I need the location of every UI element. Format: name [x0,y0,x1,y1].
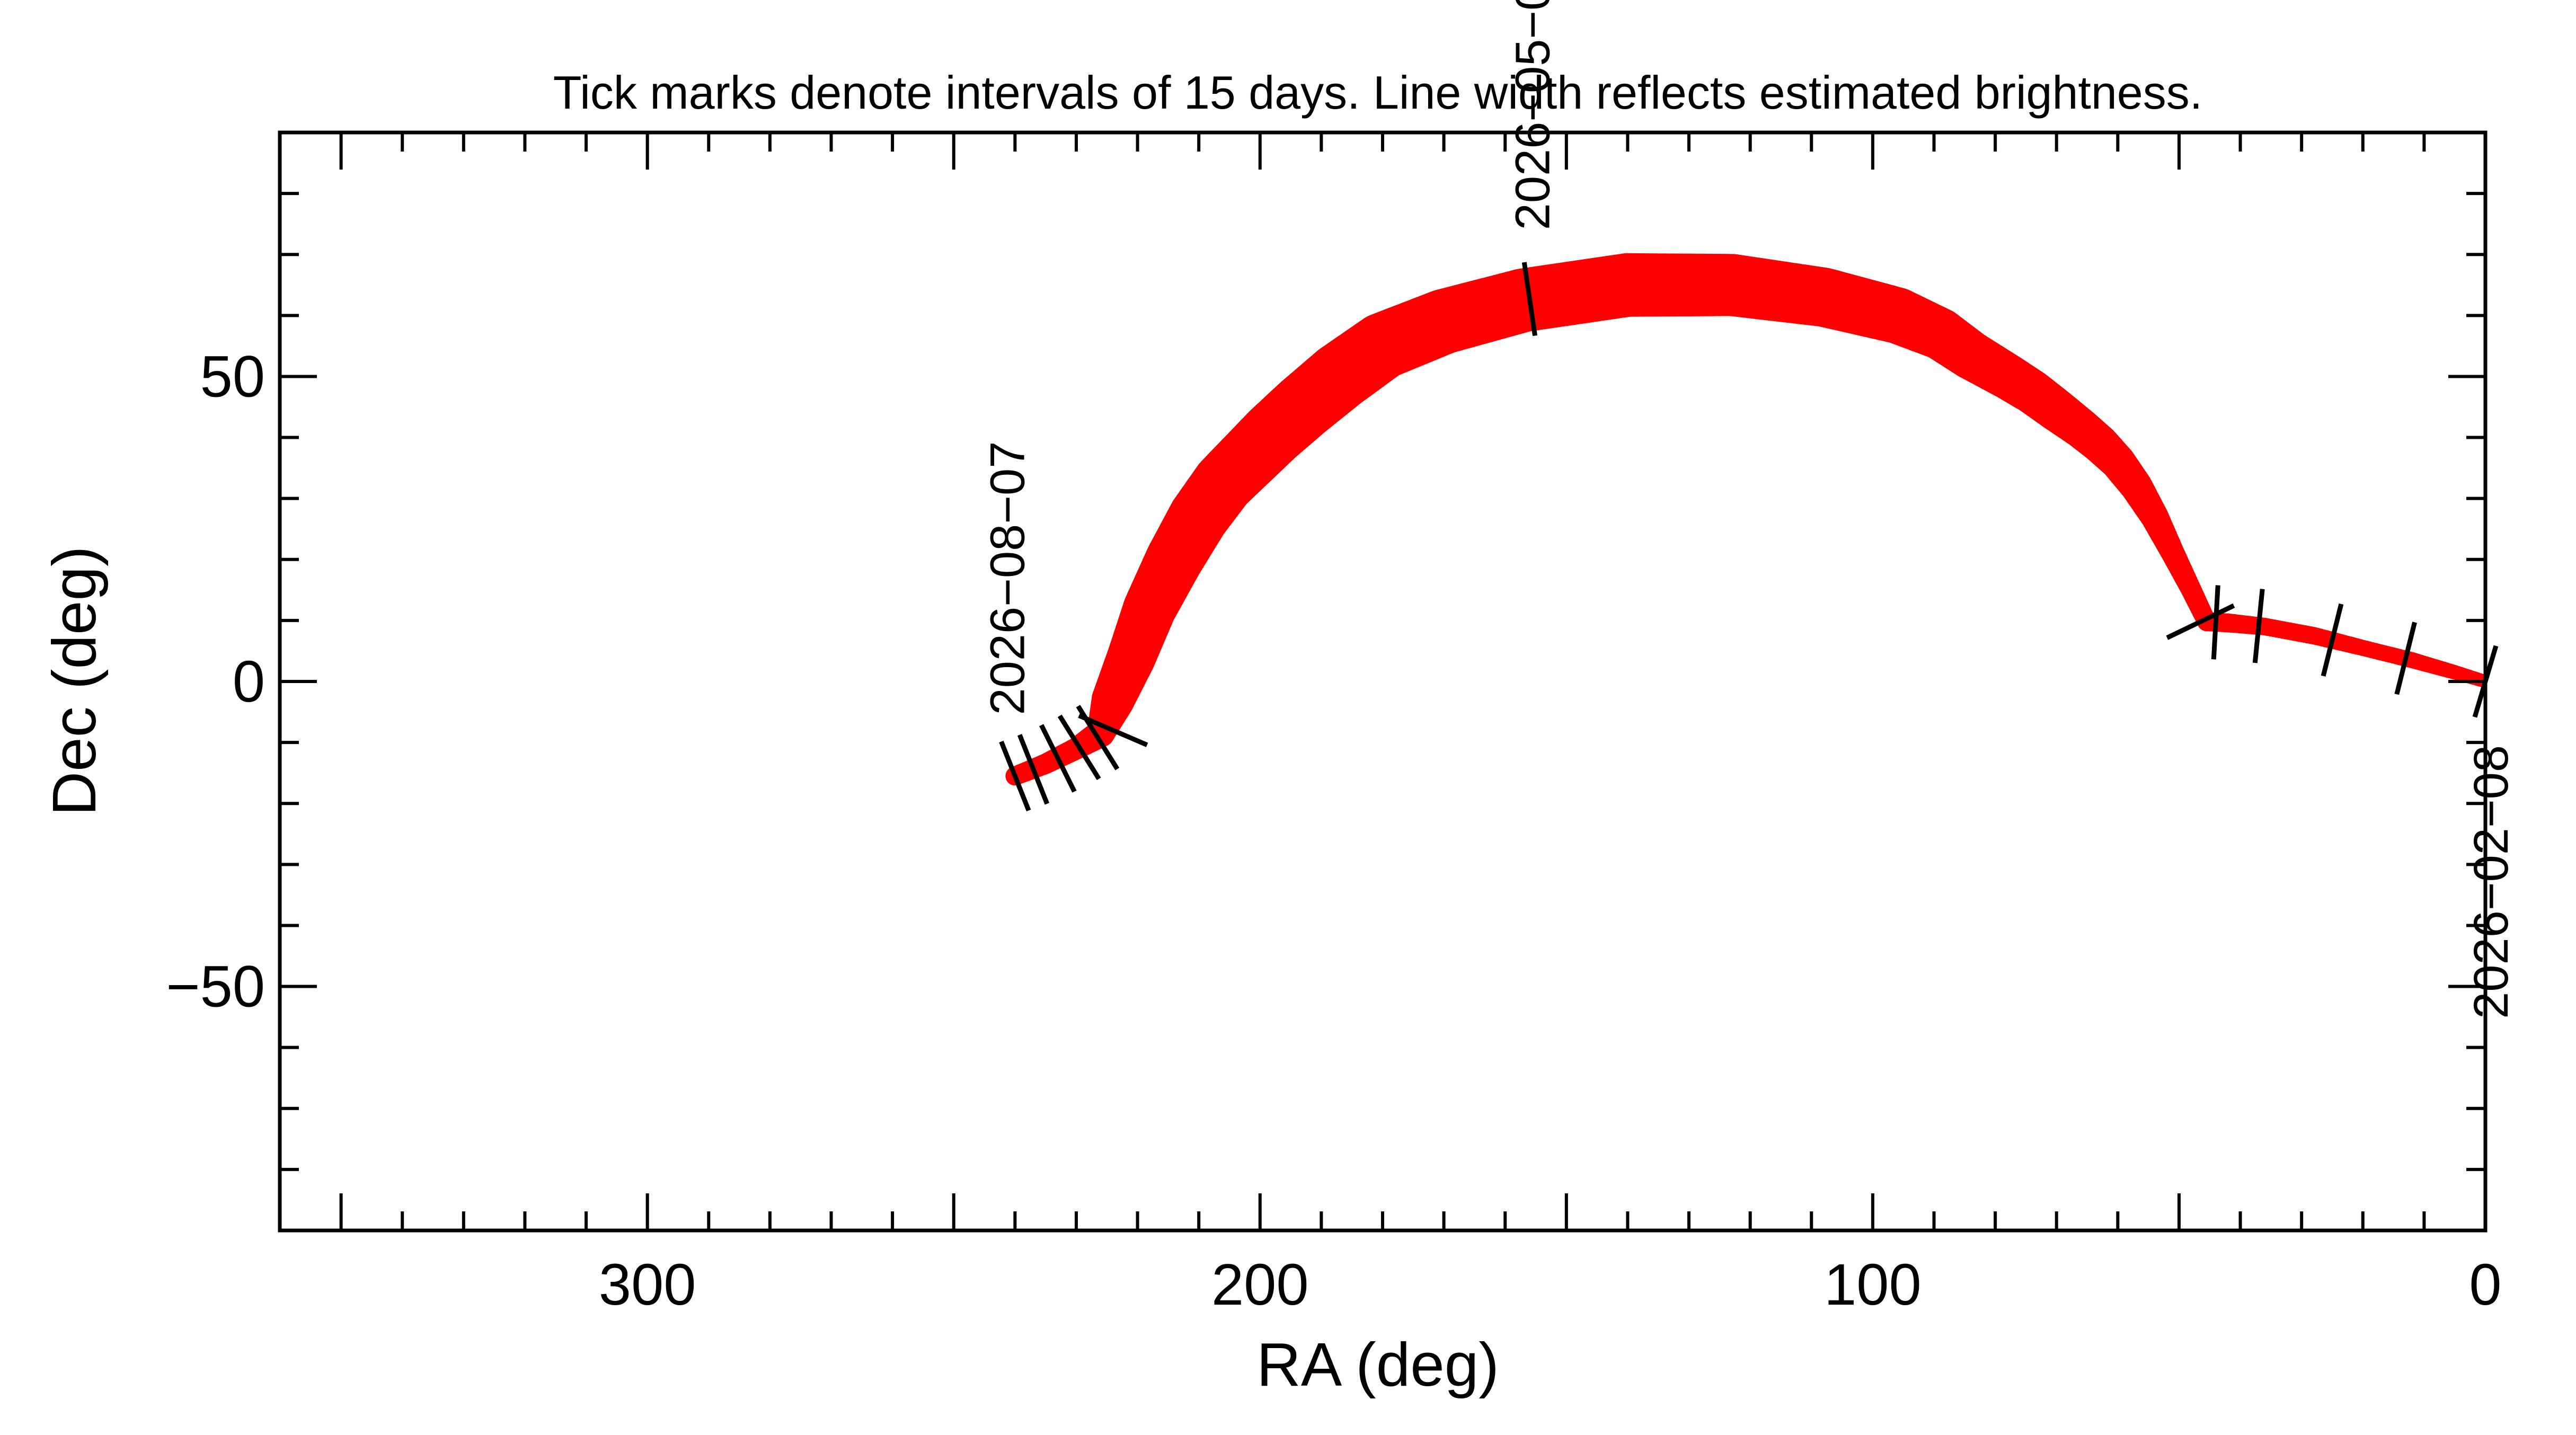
date-label: 2026−05−09 [1506,0,1560,230]
date-tick [2211,585,2220,660]
date-tick [2252,589,2265,663]
date-ticks [999,262,2499,812]
x-tick-label: 100 [1824,1252,1922,1317]
comet-track [1005,253,2485,786]
x-axis-label: RA (deg) [1256,1330,1499,1399]
x-tick-label: 300 [599,1252,696,1317]
y-tick-label: 50 [200,344,265,409]
x-tick-label: 200 [1211,1252,1309,1317]
plot-frame [278,130,2488,1233]
date-tick [1057,714,1101,781]
date-tick [1039,724,1077,793]
plot-axes [278,130,2488,1233]
date-labels: 2026−08−07 2026−05−09 2026−02−08 [980,0,2518,1019]
y-axis-label: Dec (deg) [40,546,109,816]
date-tick [999,740,1031,812]
date-label: 2026−02−08 [2464,745,2518,1019]
date-tick [2166,603,2235,640]
x-tick-label: 0 [2469,1252,2501,1317]
y-tick-label: 0 [233,649,265,714]
axis-tick-labels: 300 200 100 0 −50 0 50 [166,344,2501,1317]
date-tick [1078,713,1148,747]
date-tick [1076,705,1120,770]
date-tick [1017,734,1050,805]
y-tick-label: −50 [166,954,265,1020]
date-label: 2026−08−07 [980,441,1034,715]
date-tick [2394,622,2417,695]
chart-title: Tick marks denote intervals of 15 days. … [553,66,2202,119]
date-tick [2321,603,2344,677]
date-tick [1521,262,1538,336]
